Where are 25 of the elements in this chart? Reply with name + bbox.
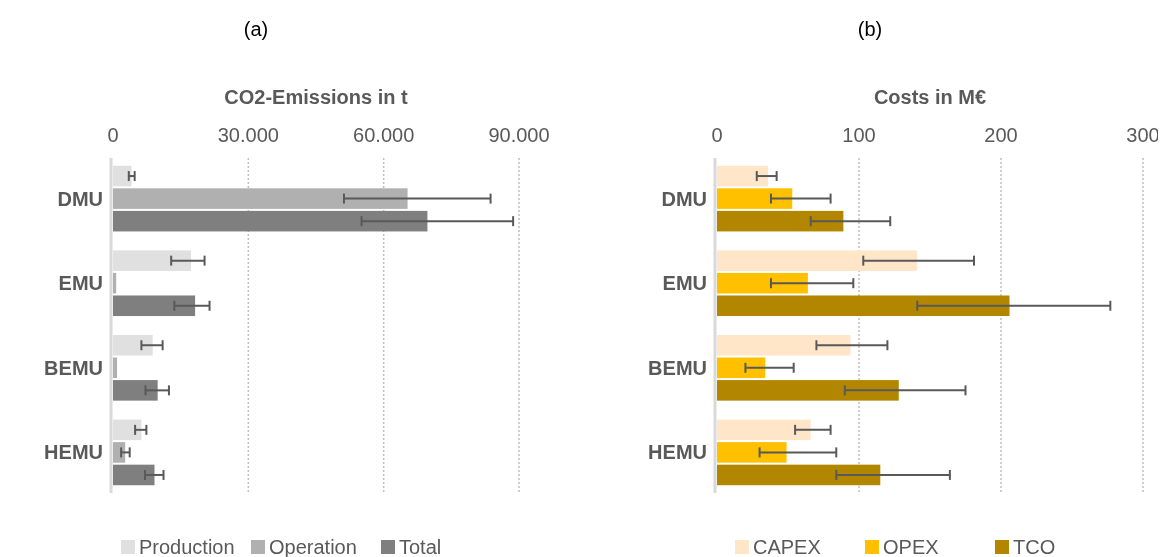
x-tick-label: 60.000 (353, 124, 415, 146)
y-tick-label: HEMU (44, 441, 103, 464)
chart-title: (b) (857, 18, 883, 40)
y-tick-label: HEMU (648, 441, 707, 464)
y-tick-label: EMU (58, 272, 103, 295)
x-tick-label: 90.000 (488, 124, 550, 146)
y-tick-label: DMU (57, 187, 103, 210)
x-tick-label: 0 (711, 124, 723, 146)
x-axis-title: CO2-Emissions in t (224, 86, 409, 108)
x-tick-label: 0 (107, 124, 119, 146)
x-tick-label: 200 (984, 124, 1018, 146)
chart-title: (a) (243, 18, 269, 40)
y-tick-label: BEMU (648, 356, 707, 379)
x-axis-title: Costs in M€ (873, 86, 987, 108)
legend-label: CAPEX (753, 536, 821, 557)
legend-label: Total (399, 536, 442, 557)
y-tick-label: DMU (661, 187, 707, 210)
legend-label: OPEX (883, 536, 939, 557)
x-tick-label: 100 (842, 124, 876, 146)
y-tick-label: EMU (662, 272, 707, 295)
x-tick-label: 30.000 (217, 124, 279, 146)
legend-label: Production (139, 536, 235, 557)
y-tick-label: BEMU (44, 356, 103, 379)
x-tick-label: 300 (1126, 124, 1160, 146)
legend-label: TCO (1013, 536, 1056, 557)
